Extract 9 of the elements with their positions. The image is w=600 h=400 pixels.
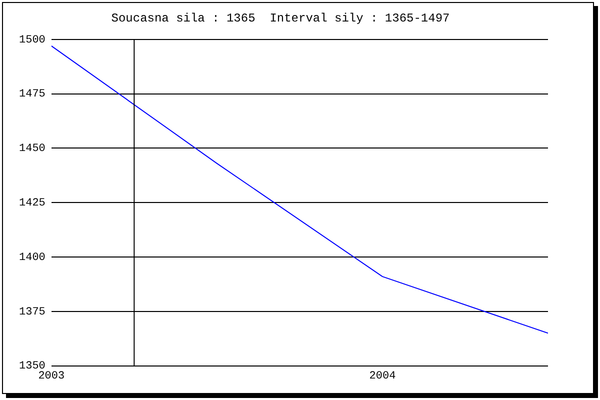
- y-tick-label: 1450: [19, 143, 46, 156]
- y-tick-label: 1475: [19, 88, 46, 101]
- y-tick-label: 1425: [19, 198, 46, 210]
- y-tick-label: 1500: [19, 34, 46, 46]
- y-tick-label: 1400: [19, 252, 46, 264]
- x-tick-label: 2004: [369, 370, 396, 382]
- y-tick-label: 1375: [19, 306, 46, 318]
- x-tick-label: 2003: [38, 370, 65, 382]
- chart-title: Soucasna sila : 1365 Interval sily : 1365-1497: [111, 11, 450, 26]
